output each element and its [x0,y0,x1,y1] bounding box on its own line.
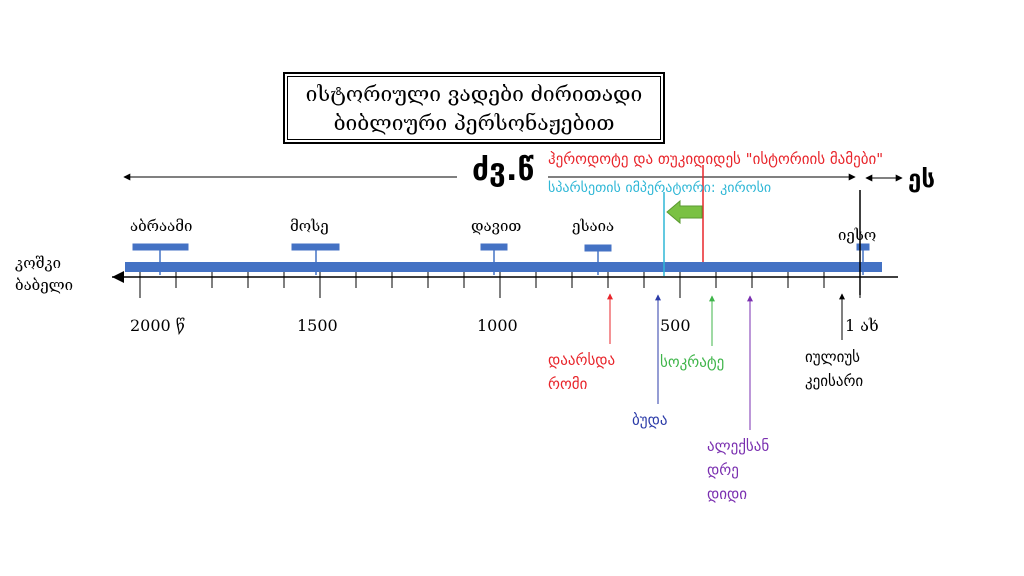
green-arrow-icon [666,199,703,225]
event-alexander: ალექსან დრე დიდი [707,434,769,506]
person-markers [132,243,870,275]
year-label-1ad: 1 ახ [845,316,879,335]
babel-line-1: კოშკი [15,254,62,272]
event-caesar: იულიუს კეისარი [805,345,863,393]
event-buddha-line-1: ბუდა [632,411,668,429]
marker-jesus [856,243,870,251]
event-alexander-line-1: ალექსან [707,437,770,455]
event-rome-line-1: დაარსდა [548,351,616,369]
event-socrates-line-1: სოკრატე [660,353,725,371]
event-rome: დაარსდა რომი [548,348,615,396]
babel-line-2: ბაბელი [15,276,74,294]
axis-left-arrowhead [112,271,124,283]
year-label-1500: 1500 [297,316,338,335]
person-moses: მოსე [290,217,329,235]
ad-era-label: ეს [908,165,935,193]
event-caesar-line-2: კეისარი [805,372,864,390]
person-abraham: აბრაამი [130,217,193,235]
event-alexander-line-3: დიდი [707,485,748,503]
person-isaiah: ესაია [572,217,615,235]
title-box: ისტორიული ვადები ძირითადი ბიბლიური პერსო… [283,72,665,144]
marker-david [480,243,508,251]
event-socrates: სოკრატე [660,350,724,374]
bc-era-label: ძვ.წ [472,153,534,188]
event-alexander-line-2: დრე [707,461,739,479]
marker-moses [291,243,340,251]
persia-annotation: სპარსეთის იმპერატორი: კიროსი [548,180,772,196]
event-caesar-line-1: იულიუს [805,348,861,366]
person-david: დავით [471,217,522,235]
title-line-2: ბიბლიური პერსონაჟებით [333,111,615,135]
event-buddha: ბუდა [632,408,668,432]
axis-ticks [139,272,861,298]
year-label-1000: 1000 [477,316,518,335]
timeline-bar [125,262,882,272]
person-jesus: იესო [838,226,877,244]
year-label-500: 500 [660,316,691,335]
title-line-1: ისტორიული ვადები ძირითადი [305,82,643,106]
herodotus-annotation: ჰეროდოტე და თუკიდიდეს "ისტორიის მამები" [548,150,884,168]
marker-abraham [132,243,189,251]
marker-isaiah [584,244,612,252]
year-label-2000: 2000 წ [130,316,186,335]
event-rome-line-2: რომი [548,375,588,393]
tower-of-babel-label: კოშკი ბაბელი [15,252,73,296]
